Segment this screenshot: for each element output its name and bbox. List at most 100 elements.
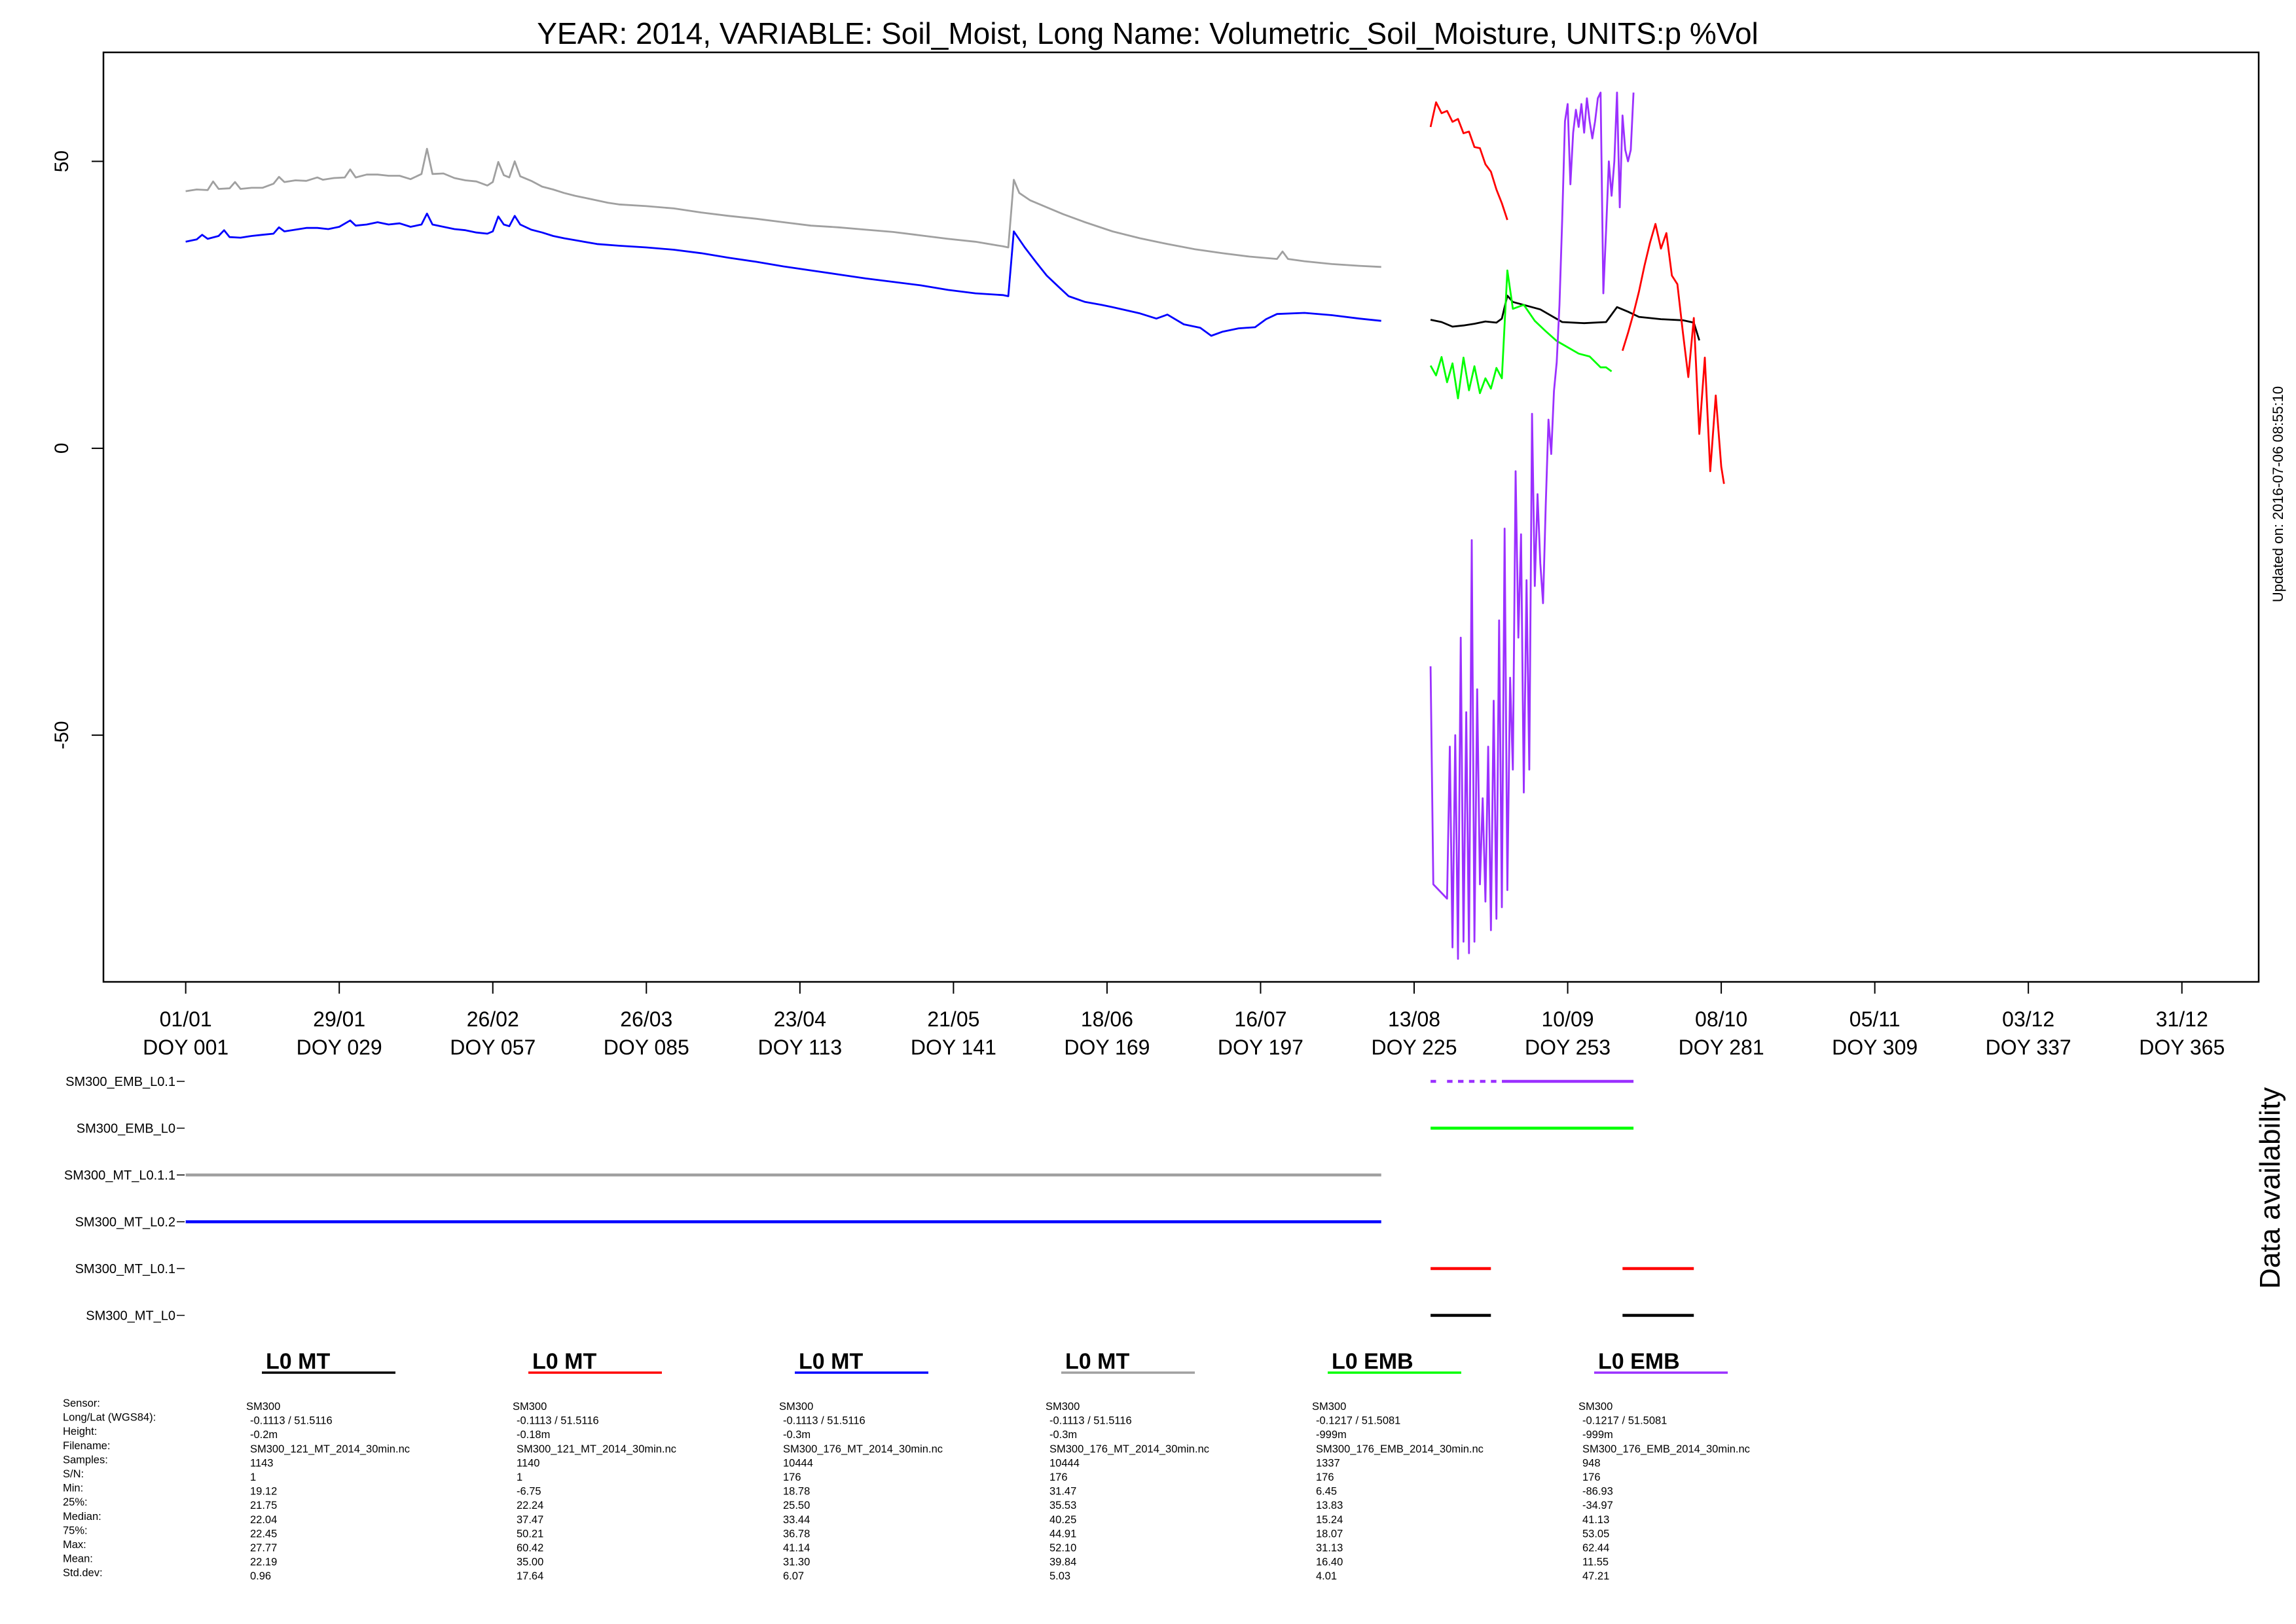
metadata-row-label: S/N: xyxy=(63,1468,84,1480)
x-tick-date-label: 16/07 xyxy=(1234,1007,1286,1031)
metadata-value: -0.1113 / 51.5116 xyxy=(250,1415,333,1427)
metadata-value: SM300 xyxy=(1046,1401,1080,1413)
data-availability-title: Data availability xyxy=(2254,1087,2286,1289)
x-tick-doy-label: DOY 169 xyxy=(1064,1036,1150,1059)
metadata-value: -0.1113 / 51.5116 xyxy=(783,1415,866,1427)
y-tick-label: 50 xyxy=(51,151,73,172)
metadata-value: SM300 xyxy=(779,1401,813,1413)
availability-row-label: SM300_EMB_L0 xyxy=(77,1122,175,1136)
metadata-value: SM300 xyxy=(513,1401,547,1413)
metadata-value: 1143 xyxy=(250,1457,273,1469)
sensor-legend-header: L0 MT xyxy=(799,1349,863,1374)
x-tick-date-label: 23/04 xyxy=(774,1007,826,1031)
series-line-sm300-mt-l0-1-1 xyxy=(185,147,1381,268)
metadata-value: SM300_121_MT_2014_30min.nc xyxy=(250,1443,410,1455)
metadata-value: SM300_176_MT_2014_30min.nc xyxy=(783,1443,943,1455)
availability-row-label: SM300_MT_L0.1.1 xyxy=(64,1168,175,1183)
metadata-value: 18.78 xyxy=(783,1486,810,1498)
metadata-row-label: Height: xyxy=(63,1426,97,1437)
x-tick-doy-label: DOY 225 xyxy=(1371,1036,1457,1059)
metadata-value: 19.12 xyxy=(250,1486,277,1498)
y-tick-label: -50 xyxy=(51,721,73,749)
metadata-value: 31.30 xyxy=(783,1557,810,1568)
metadata-value: 10444 xyxy=(1049,1457,1080,1469)
metadata-row-label: 75%: xyxy=(63,1525,88,1536)
metadata-row-label: Sensor: xyxy=(63,1398,100,1409)
metadata-value: 40.25 xyxy=(1049,1514,1076,1526)
metadata-value: 176 xyxy=(1316,1471,1334,1483)
x-tick-date-label: 13/08 xyxy=(1388,1007,1440,1031)
metadata-value: 62.44 xyxy=(1582,1542,1609,1554)
metadata-value: 1 xyxy=(517,1471,522,1483)
sensor-legend-header: L0 MT xyxy=(266,1349,330,1374)
metadata-value: 10444 xyxy=(783,1457,813,1469)
metadata-value: 31.47 xyxy=(1049,1486,1076,1498)
metadata-value: SM300 xyxy=(1578,1401,1613,1413)
metadata-value: -999m xyxy=(1316,1429,1347,1441)
metadata-value: -0.3m xyxy=(1049,1429,1077,1441)
metadata-value: 6.45 xyxy=(1316,1486,1337,1498)
metadata-value: -0.1113 / 51.5116 xyxy=(1049,1415,1132,1427)
metadata-value: 52.10 xyxy=(1049,1542,1076,1554)
metadata-value: 17.64 xyxy=(517,1570,543,1582)
metadata-row-label: Std.dev: xyxy=(63,1567,103,1579)
metadata-value: 47.21 xyxy=(1582,1570,1609,1582)
x-tick-doy-label: DOY 141 xyxy=(911,1036,996,1059)
metadata-row-label: Mean: xyxy=(63,1553,93,1565)
metadata-value: 5.03 xyxy=(1049,1570,1070,1582)
series-line-sm300-mt-l0-1 xyxy=(1429,101,1725,484)
x-tick-doy-label: DOY 197 xyxy=(1218,1036,1303,1059)
metadata-value: 18.07 xyxy=(1316,1528,1343,1540)
x-tick-date-label: 10/09 xyxy=(1542,1007,1594,1031)
metadata-value: 21.75 xyxy=(250,1500,277,1511)
metadata-value: SM300_176_EMB_2014_30min.nc xyxy=(1582,1443,1750,1455)
metadata-value: 41.14 xyxy=(783,1542,810,1554)
series-line-sm300-mt-l0-2 xyxy=(185,212,1381,337)
metadata-value: 33.44 xyxy=(783,1514,810,1526)
metadata-value: 948 xyxy=(1582,1457,1601,1469)
x-tick-doy-label: DOY 281 xyxy=(1679,1036,1764,1059)
metadata-value: 11.55 xyxy=(1582,1557,1609,1568)
availability-row-label: SM300_MT_L0.2 xyxy=(75,1216,175,1230)
metadata-value: 22.04 xyxy=(250,1514,277,1526)
metadata-value: -0.1217 / 51.5081 xyxy=(1316,1415,1400,1427)
plot-frame xyxy=(102,51,2260,983)
sensor-metadata-panel: Sensor: Long/Lat (WGS84): Height: Filename:… xyxy=(63,1349,1750,1582)
metadata-value: 27.77 xyxy=(250,1542,277,1554)
series-line-sm300-emb-l0-1 xyxy=(1429,92,1635,960)
metadata-value: -0.1217 / 51.5081 xyxy=(1582,1415,1667,1427)
x-tick-doy-label: DOY 253 xyxy=(1525,1036,1611,1059)
metadata-value: -6.75 xyxy=(517,1486,541,1498)
metadata-value: 31.13 xyxy=(1316,1542,1343,1554)
y-axis: 50 0 -50 xyxy=(51,151,103,749)
metadata-row-label: 25%: xyxy=(63,1496,88,1508)
x-tick-doy-label: DOY 309 xyxy=(1832,1036,1918,1059)
availability-row-label: SM300_MT_L0.1 xyxy=(75,1262,175,1276)
metadata-value: 53.05 xyxy=(1582,1528,1609,1540)
metadata-value: 44.91 xyxy=(1049,1528,1076,1540)
metadata-value: SM300_176_MT_2014_30min.nc xyxy=(1049,1443,1209,1455)
metadata-value: 15.24 xyxy=(1316,1514,1343,1526)
x-tick-date-label: 03/12 xyxy=(2002,1007,2054,1031)
metadata-value: 1140 xyxy=(517,1457,539,1469)
metadata-value: -0.1113 / 51.5116 xyxy=(517,1415,599,1427)
metadata-value: 13.83 xyxy=(1316,1500,1343,1511)
x-tick-date-label: 29/01 xyxy=(313,1007,365,1031)
x-tick-date-label: 26/03 xyxy=(620,1007,672,1031)
metadata-value: 176 xyxy=(783,1471,801,1483)
metadata-value: 1337 xyxy=(1316,1457,1340,1469)
metadata-value: 39.84 xyxy=(1049,1557,1076,1568)
availability-row-label: SM300_EMB_L0.1 xyxy=(65,1075,175,1089)
metadata-value: -0.2m xyxy=(250,1429,278,1441)
metadata-value: 25.50 xyxy=(783,1500,810,1511)
metadata-row-label: Min: xyxy=(63,1483,83,1494)
x-tick-doy-label: DOY 337 xyxy=(1986,1036,2071,1059)
x-axis: 01/01 DOY 001 29/01 DOY 029 26/02 DOY 057 26/0… xyxy=(143,982,2225,1059)
x-tick-doy-label: DOY 001 xyxy=(143,1036,228,1059)
metadata-value: 22.45 xyxy=(250,1528,277,1540)
sensor-legend-header: L0 MT xyxy=(1065,1349,1129,1374)
metadata-value: 60.42 xyxy=(517,1542,543,1554)
x-tick-date-label: 26/02 xyxy=(467,1007,519,1031)
series-line-sm300-mt-l0 xyxy=(1430,295,1700,341)
